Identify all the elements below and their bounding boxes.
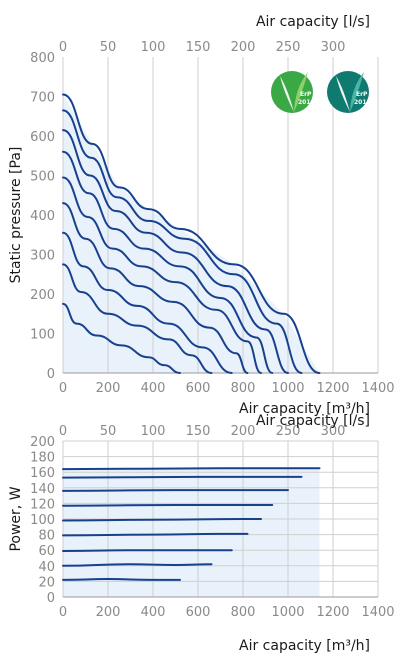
leaf-icon	[336, 76, 350, 112]
x2-tick-label: 100	[141, 424, 166, 439]
series-line	[62, 231, 233, 374]
series-line	[62, 302, 181, 374]
x-tick-label: 200	[96, 605, 121, 620]
x2-tick-label: 0	[59, 40, 67, 55]
x2-tick-label: 150	[186, 40, 211, 55]
leaf-icon	[350, 72, 364, 112]
x-tick-label: 1000	[271, 605, 304, 620]
series-line	[62, 150, 274, 374]
y-tick-label: 800	[30, 51, 55, 66]
x2-tick-label: 250	[276, 424, 301, 439]
x2-tick-label: 0	[59, 424, 67, 439]
erp-2018-year: 2018	[354, 99, 371, 106]
y-tick-label: 100	[30, 328, 55, 343]
series-line	[62, 475, 303, 479]
x2-tick-label: 200	[231, 40, 256, 55]
x-tick-label: 0	[59, 381, 67, 396]
x-tick-label: 400	[141, 605, 166, 620]
series-line	[62, 129, 289, 374]
y-tick-label: 500	[30, 170, 55, 185]
x2-axis-title: Air capacity [l/s]	[256, 413, 370, 429]
y-tick-label: 60	[38, 544, 55, 559]
erp-2016-label: ErP	[300, 91, 312, 98]
y-tick-label: 0	[47, 367, 55, 382]
y-tick-label: 200	[30, 288, 55, 303]
x-tick-label: 1400	[361, 381, 394, 396]
series-line	[62, 563, 213, 567]
series-line	[62, 578, 181, 581]
x-axis-title: Air capacity [m³/h]	[239, 401, 370, 417]
erp-2016-badge: ErP 2016	[271, 71, 315, 113]
y-axis-title: Power, W	[8, 486, 24, 551]
series-line	[62, 202, 249, 374]
x2-tick-label: 150	[186, 424, 211, 439]
y-tick-label: 40	[38, 560, 55, 575]
leaf-icon	[294, 72, 308, 112]
y-tick-label: 100	[30, 513, 55, 528]
series-line	[62, 518, 262, 522]
x2-tick-label: 300	[321, 424, 346, 439]
x2-tick-label: 250	[276, 40, 301, 55]
x2-tick-label: 300	[321, 40, 346, 55]
series-line	[62, 93, 321, 374]
series-line	[62, 532, 249, 537]
x-tick-label: 800	[231, 381, 256, 396]
x-tick-label: 400	[141, 381, 166, 396]
x-tick-label: 200	[96, 381, 121, 396]
x-tick-label: 1400	[361, 605, 394, 620]
x-tick-label: 600	[186, 381, 211, 396]
series-line	[62, 489, 289, 492]
y-tick-label: 200	[30, 435, 55, 450]
x2-tick-label: 50	[100, 40, 117, 55]
erp-2018-badge: ErP 2018	[327, 71, 371, 113]
x2-tick-label: 200	[231, 424, 256, 439]
y-tick-label: 20	[38, 575, 55, 590]
series-line	[62, 176, 262, 374]
y-tick-label: 80	[38, 529, 55, 544]
erp-2016-year: 2016	[298, 99, 315, 106]
series-line	[62, 503, 274, 507]
erp-2018-label: ErP	[356, 91, 368, 98]
series-line	[62, 549, 233, 552]
y-tick-label: 0	[47, 591, 55, 606]
x-tick-label: 600	[186, 605, 211, 620]
x-tick-label: 800	[231, 605, 256, 620]
y-tick-label: 700	[30, 91, 55, 106]
y-tick-label: 180	[30, 451, 55, 466]
x2-tick-label: 50	[100, 424, 117, 439]
series-line	[62, 263, 213, 374]
y-tick-label: 140	[30, 482, 55, 497]
x-axis-title: Air capacity [m³/h]	[239, 638, 370, 653]
y-tick-label: 400	[30, 209, 55, 224]
x-tick-label: 0	[59, 605, 67, 620]
series-line	[62, 109, 303, 374]
series-line	[62, 467, 321, 471]
y-tick-label: 300	[30, 249, 55, 264]
leaf-icon	[280, 76, 294, 112]
y-tick-label: 600	[30, 130, 55, 145]
x2-tick-label: 100	[141, 40, 166, 55]
x-tick-label: 1000	[271, 381, 304, 396]
x2-axis-title: Air capacity [l/s]	[256, 14, 370, 30]
y-axis-title: Static pressure [Pa]	[8, 147, 24, 284]
y-tick-label: 160	[30, 466, 55, 481]
y-tick-label: 120	[30, 497, 55, 512]
x-tick-label: 1200	[316, 605, 349, 620]
x-tick-label: 1200	[316, 381, 349, 396]
